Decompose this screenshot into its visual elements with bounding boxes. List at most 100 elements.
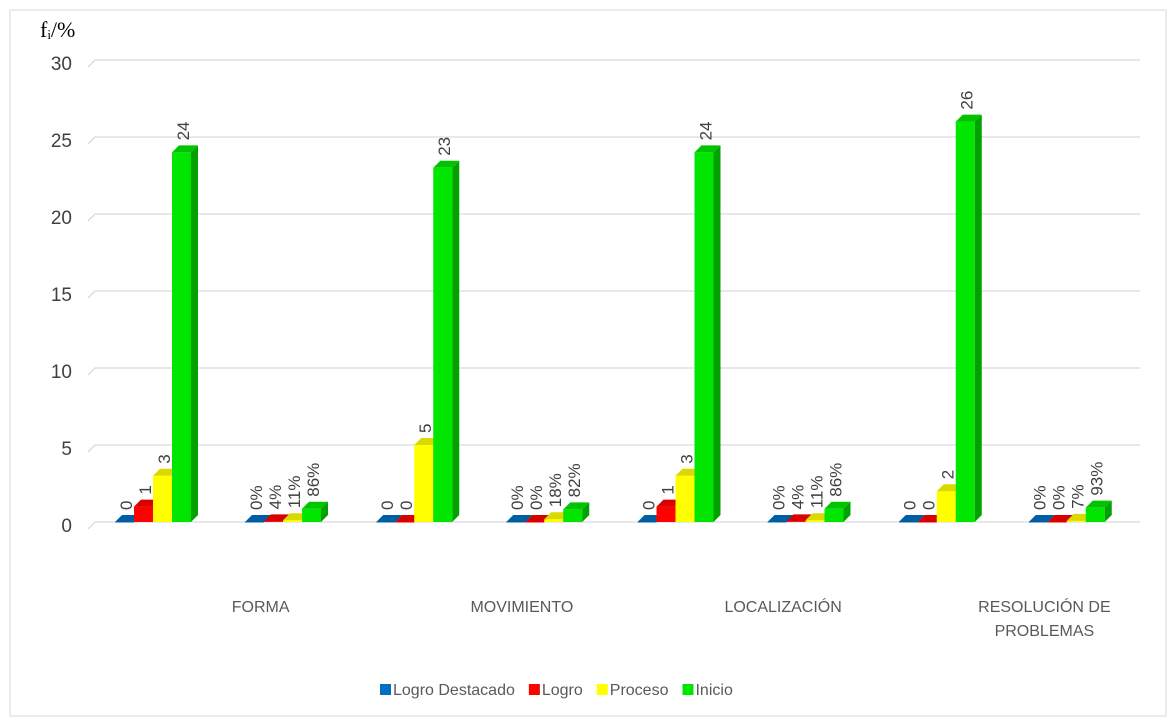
bar-side (452, 160, 460, 523)
bar-front (433, 167, 453, 523)
bar-front (786, 521, 806, 522)
bar-top (376, 515, 403, 522)
bar-top (1085, 500, 1112, 508)
bar-side (582, 502, 590, 522)
bar-front (506, 522, 526, 523)
bar (506, 515, 533, 523)
y-tick-label: 20 (51, 208, 72, 229)
grid-line (87, 367, 1140, 376)
bar-front (767, 522, 787, 523)
bar-front (563, 509, 583, 522)
bar-top (1028, 515, 1055, 522)
bar-front (1066, 520, 1086, 522)
grid-line (87, 290, 1140, 299)
grid-line (87, 213, 1140, 222)
bar-top (506, 515, 533, 522)
bar (898, 515, 925, 523)
grid-line (87, 59, 1140, 68)
bar-front (283, 520, 302, 522)
y-tick-label: 15 (51, 285, 72, 306)
bar-side (843, 501, 851, 522)
bar (1085, 500, 1112, 522)
bar-top (824, 501, 851, 509)
bar (694, 145, 721, 522)
data-label: 1 (136, 485, 155, 494)
bar-top (172, 145, 198, 153)
bar (1047, 515, 1074, 523)
bar-front (917, 522, 937, 523)
data-label: 86% (304, 463, 323, 497)
data-label: 18% (546, 473, 565, 507)
data-label: 7% (1069, 484, 1088, 509)
bar-top (1047, 515, 1074, 522)
legend-label: Inicio (695, 682, 732, 699)
bar-side (974, 114, 982, 522)
x-tick-label: LOCALIZACIÓN (724, 597, 841, 616)
bar-side (1104, 500, 1112, 522)
bar-front (115, 522, 134, 523)
bar-front (525, 522, 545, 523)
bar-front (544, 519, 564, 522)
bar-front (395, 522, 415, 523)
bar-side (191, 145, 198, 522)
bar-front (153, 475, 172, 522)
bar-front (637, 522, 657, 523)
bar-front (1085, 507, 1105, 522)
bar-top (302, 501, 328, 509)
legend-swatch (596, 684, 608, 695)
bar-side (713, 145, 721, 522)
data-label: 24 (696, 121, 715, 140)
bar-front (694, 152, 714, 522)
data-label: 0% (247, 485, 266, 510)
data-label: 86% (826, 463, 845, 497)
y-tick-label: 0 (61, 516, 72, 537)
data-label: 0 (397, 501, 416, 510)
y-tick-label: 10 (51, 362, 72, 383)
data-label: 11% (285, 476, 304, 509)
y-axis-label: fᵢ/% (40, 17, 75, 42)
bar-front (656, 506, 676, 522)
bar (767, 515, 794, 523)
bar-front (824, 508, 844, 522)
data-label: 0 (920, 501, 939, 510)
bar-front (376, 522, 396, 523)
y-tick-label: 30 (51, 54, 72, 75)
data-label: 4% (266, 485, 285, 510)
data-label: 3 (677, 454, 696, 463)
grid-line (87, 444, 1140, 453)
bar-top (767, 515, 794, 522)
x-tick-label: MOVIMIENTO (470, 599, 573, 616)
data-label: 0% (1031, 485, 1050, 510)
data-label: 0% (1050, 485, 1069, 510)
bar (1028, 515, 1055, 523)
bar-front (302, 508, 321, 522)
grid-line (87, 136, 1140, 145)
data-label: 0 (901, 501, 920, 510)
bar-front (414, 445, 434, 522)
data-label: 4% (788, 485, 807, 510)
data-label: 0 (639, 501, 658, 510)
x-tick-label: FORMA (232, 599, 290, 616)
bar (245, 515, 271, 523)
bar-top (786, 514, 813, 522)
bar (563, 502, 590, 522)
data-label: 0% (769, 485, 788, 510)
bar-front (805, 520, 825, 522)
bar-top (955, 114, 982, 122)
bar-top (433, 160, 460, 168)
legend-label: Logro Destacado (393, 682, 515, 699)
bar-front (675, 475, 695, 522)
data-label: 23 (435, 137, 454, 156)
legend-swatch (528, 684, 540, 695)
y-tick-label: 5 (61, 439, 72, 460)
y-tick-label: 25 (51, 131, 72, 152)
bar-front (936, 491, 956, 522)
data-label: 2 (939, 470, 958, 479)
bar-top (694, 145, 721, 153)
data-label: 24 (174, 121, 193, 140)
data-label: 93% (1088, 462, 1107, 496)
bar-front (172, 152, 191, 522)
legend-swatch (380, 684, 391, 695)
bar-front (898, 522, 918, 523)
